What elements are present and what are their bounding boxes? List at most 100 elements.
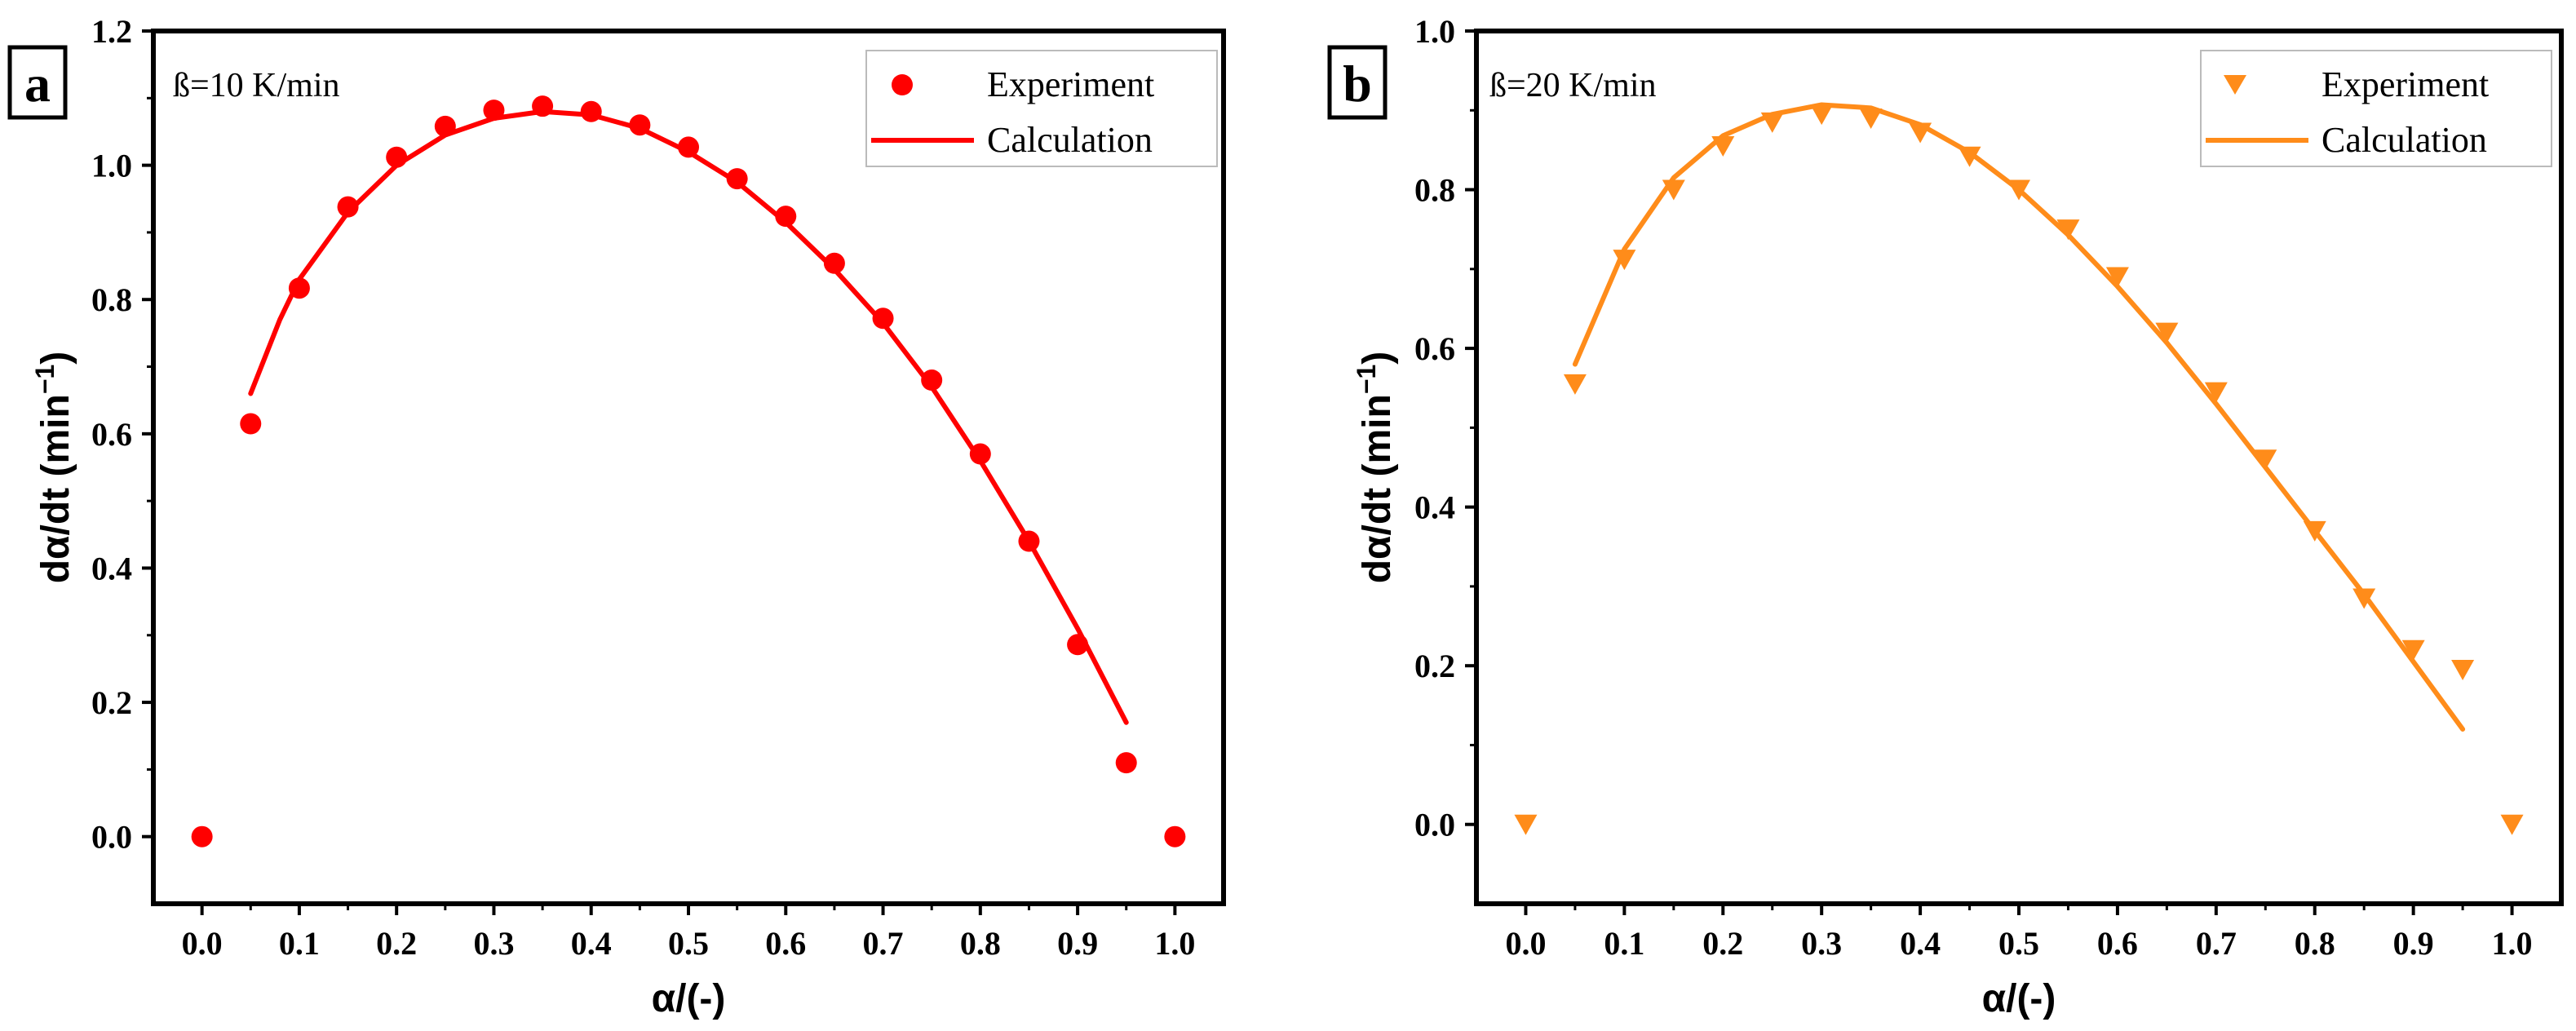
panel-b-x-tick-label: 0.4	[1900, 925, 1941, 962]
panel-b-plot-frame	[1474, 29, 2564, 906]
panel-a-experiment-point	[1115, 752, 1137, 774]
panel-b-y-tick-label: 0.4	[1414, 489, 1455, 526]
panel-b-y-tick-label: 1.0	[1414, 13, 1455, 50]
panel-a-label: a	[24, 55, 51, 113]
panel-a-experiment-point	[288, 277, 310, 299]
panel-a-x-tick-label: 0.3	[473, 925, 514, 962]
panel-b-legend-experiment-label: Experiment	[2321, 64, 2489, 104]
panel-b-x-tick-label: 0.0	[1505, 925, 1546, 962]
panel-a-experiment-point	[386, 146, 408, 168]
panel-b-experiment-point	[1563, 374, 1587, 395]
panel-a-experiment-point	[1067, 634, 1089, 656]
panel-b-x-tick-label: 0.6	[2097, 925, 2138, 962]
panel-b-experiment-point	[2105, 267, 2129, 288]
panel-b-experiment-point	[2303, 520, 2326, 542]
panel-a-x-tick-label: 0.9	[1057, 925, 1098, 962]
panel-a-x-tick-label: 0.7	[863, 925, 904, 962]
panel-a-x-tick-label: 0.8	[960, 925, 1001, 962]
panel-b-x-tick-label: 0.9	[2393, 925, 2434, 962]
panel-a-y-tick-label: 1.0	[91, 148, 132, 184]
panel-a-x-tick-label: 1.0	[1154, 925, 1195, 962]
panel-b-y-axis-label-close: )	[1356, 352, 1399, 365]
panel-a-y-axis-label-close: )	[34, 352, 77, 365]
panel-a-experiment-point	[191, 825, 213, 847]
panel-a-y-tick-label: 0.8	[91, 281, 132, 318]
panel-b-experiment-point	[1760, 112, 1784, 133]
panel-b-label-frame	[1327, 45, 1388, 120]
panel-a-experiment-point	[775, 206, 797, 228]
panel-b-experiment-point	[2056, 219, 2080, 241]
panel-a-experiment-point	[337, 196, 359, 218]
panel-b-label-box: b	[1327, 45, 1388, 120]
panel-a-x-tick-label: 0.5	[668, 925, 709, 962]
panel-b-experiment-point	[1909, 122, 1932, 144]
panel-a-legend-experiment-label: Experiment	[987, 64, 1154, 104]
panel-a-legend-frame	[865, 50, 1218, 167]
panel-a-experiment-point	[921, 369, 943, 391]
panel-b-label: b	[1343, 55, 1372, 113]
panel-a-y-axis-label-main: dα/dt (min	[34, 394, 77, 583]
panel-a: 0.0 0.1 0.2 0.3 0.4 0.5 0.6 0.7 0.8 0.9 1.0 0.0 0.2 0…	[7, 13, 1226, 1020]
panel-b-experiment-point	[1711, 136, 1735, 157]
panel-b: 0.0 0.1 0.2 0.3 0.4 0.5 0.6 0.7 0.8 0.9 1.0 0.0 0.2 0…	[1327, 13, 2564, 1020]
panel-b-y-axis-label-superscript: −1	[1352, 365, 1381, 394]
panel-a-label-frame	[7, 45, 68, 120]
panel-b-experiment-point	[2204, 382, 2228, 403]
panel-b-x-tick-label: 0.7	[2196, 925, 2237, 962]
panel-b-experiment-point	[2500, 814, 2524, 835]
panel-a-y-tick-label: 0.6	[91, 416, 132, 453]
panel-b-x-tick-label: 0.1	[1604, 925, 1644, 962]
panel-b-y-axis-label: dα/dt (min−1)	[1352, 352, 1399, 584]
panel-b-experiment-point	[2401, 639, 2425, 661]
panel-a-plot-layer: 0.0 0.1 0.2 0.3 0.4 0.5 0.6 0.7 0.8 0.9 1.0 0.0 0.2 0…	[91, 13, 1195, 962]
panel-b-experiment-point	[2254, 449, 2277, 471]
panel-b-legend-calculation-label: Calculation	[2321, 120, 2487, 160]
panel-b-legend-experiment-marker	[2224, 75, 2246, 95]
panel-b-x-tick-label: 0.2	[1702, 925, 1743, 962]
panel-b-annotation: ß=20 K/min	[1489, 67, 1657, 104]
panel-b-plot-layer: 0.0 0.1 0.2 0.3 0.4 0.5 0.6 0.7 0.8 0.9 1.0 0.0 0.2 0…	[1414, 13, 2533, 962]
panel-a-experiment-point	[240, 413, 262, 435]
panel-b-y-axis-label-main: dα/dt (min	[1356, 394, 1399, 583]
panel-b-x-tick-label: 0.3	[1801, 925, 1842, 962]
panel-b-experiment-point	[2451, 660, 2475, 681]
panel-a-annotation: ß=10 K/min	[173, 67, 340, 104]
panel-b-experiment-point	[2155, 322, 2179, 343]
panel-b-experiment-point	[1859, 108, 1883, 129]
panel-a-legend-experiment-marker	[892, 74, 913, 95]
panel-a-experiment-point	[678, 136, 699, 158]
panel-b-legend-frame	[2200, 50, 2552, 167]
panel-a-plot-frame	[151, 29, 1226, 906]
panel-a-experiment-point	[1018, 530, 1040, 552]
panel-a-label-box: a	[7, 45, 68, 120]
panel-a-x-tick-label: 0.1	[279, 925, 320, 962]
panel-b-experiment-point	[1613, 250, 1636, 271]
panel-a-y-tick-label: 0.2	[91, 684, 132, 721]
panel-a-y-tick-label: 0.4	[91, 550, 132, 586]
panel-a-experiment-point	[629, 114, 651, 136]
panel-b-y-tick-label: 0.2	[1414, 648, 1455, 684]
panel-a-experiment-point	[872, 308, 894, 330]
panel-b-experiment-point	[1810, 104, 1834, 126]
panel-b-y-tick-label: 0.0	[1414, 807, 1455, 843]
panel-a-experiment-point	[969, 443, 991, 465]
panel-b-x-tick-label: 0.8	[2295, 925, 2335, 962]
panel-b-legend: Experiment Calculation	[2200, 50, 2552, 167]
panel-b-experiment-point	[1662, 179, 1685, 201]
panel-b-y-tick-label: 0.6	[1414, 330, 1455, 367]
panel-b-experiment-point	[2007, 179, 2030, 201]
panel-a-legend-calculation-label: Calculation	[987, 120, 1153, 160]
panel-b-experiment-point	[1958, 146, 1981, 167]
panel-a-y-axis-label: dα/dt (min−1)	[30, 352, 77, 584]
panel-a-x-tick-label: 0.2	[376, 925, 417, 962]
panel-a-x-tick-label: 0.0	[182, 925, 223, 962]
panel-b-x-tick-label: 0.5	[1998, 925, 2039, 962]
panel-b-x-axis-label: α/(-)	[1982, 977, 2056, 1020]
panel-a-experiment-point	[483, 100, 505, 122]
panel-a-legend: Experiment Calculation	[865, 50, 1218, 167]
panel-a-experiment-point	[1164, 825, 1186, 847]
panel-a-experiment-point	[434, 115, 456, 137]
panel-a-x-tick-label: 0.6	[765, 925, 806, 962]
